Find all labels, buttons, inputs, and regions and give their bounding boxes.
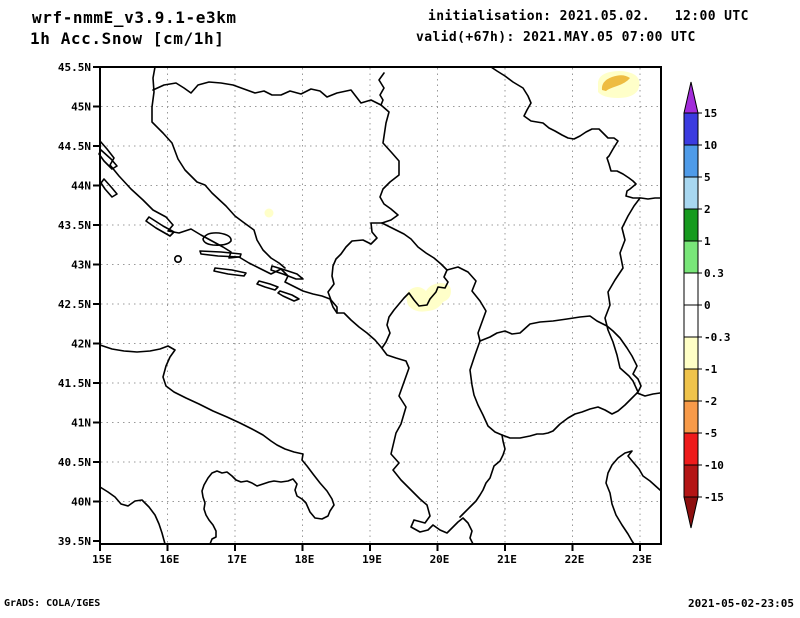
x-tick-label: 20E — [430, 553, 450, 566]
y-tick-label: 41N — [71, 417, 91, 430]
colorbar-label: -5 — [704, 427, 717, 440]
colorbar-label: -1 — [704, 363, 718, 376]
colorbar-segment — [684, 209, 698, 241]
y-tick-label: 44N — [71, 180, 91, 193]
island-path — [99, 150, 117, 169]
colorbar: 15 10 5 2 1 0.3 0 -0.3 -1 -2 -5 -10 -15 — [684, 82, 731, 528]
y-tick-label: 39.5N — [58, 535, 91, 548]
coastlines-and-borders — [99, 67, 660, 544]
grads-plot: wrf-nmmE_v3.9.1-e3km 1h Acc.Snow [cm/1h]… — [0, 0, 800, 618]
y-tick-label: 45N — [71, 101, 91, 114]
italy-tyrrhenian-coast-path — [100, 487, 165, 544]
colorbar-label: -15 — [704, 491, 724, 504]
colorbar-label: 5 — [704, 171, 711, 184]
kosovo-serbia-border-path — [447, 267, 486, 341]
island-path — [200, 251, 241, 257]
y-tick-label: 42N — [71, 338, 91, 351]
x-tick-label: 15E — [92, 553, 112, 566]
x-tick-label: 23E — [632, 553, 652, 566]
y-tick-label: 45.5N — [58, 61, 91, 74]
bosnia-montenegro-border-path — [328, 223, 382, 313]
italy-adriatic-coast-path — [100, 345, 334, 544]
y-tick-label: 40N — [71, 496, 91, 509]
grads-credit-label: GrADS: COLA/IGES — [4, 598, 100, 609]
y-tick-label: 43N — [71, 259, 91, 272]
island-path — [146, 217, 174, 236]
colorbar-arrow-top — [684, 82, 698, 113]
x-tick-label: 21E — [497, 553, 517, 566]
colorbar-label: 2 — [704, 203, 711, 216]
colorbar-label: -10 — [704, 459, 724, 472]
island-path — [278, 291, 299, 301]
map-frame — [100, 67, 661, 544]
colorbar-label: -2 — [704, 395, 717, 408]
island-path — [214, 268, 246, 276]
creation-timestamp-label: 2021-05-02-23:05 — [688, 597, 794, 610]
macedonia-greece-border-path — [502, 393, 637, 438]
colorbar-label: 0 — [704, 299, 711, 312]
colorbar-label: 10 — [704, 139, 717, 152]
y-tick-label: 41.5N — [58, 377, 91, 390]
snow-accumulation-shading — [265, 71, 640, 312]
graticule-gridlines — [101, 68, 660, 543]
x-tick-label: 22E — [565, 553, 585, 566]
croatia-serbia-border-path — [379, 73, 384, 105]
colorbar-segment — [684, 113, 698, 145]
sava-drina-border-path — [153, 82, 399, 223]
bulgaria-greece-border-path — [637, 393, 660, 396]
colorbar-segment — [684, 177, 698, 209]
colorbar-segment — [684, 369, 698, 401]
island-path — [257, 281, 278, 290]
colorbar-label: 1 — [704, 235, 711, 248]
colorbar-label: -0.3 — [704, 331, 731, 344]
greek-coast-peninsula-path — [606, 451, 660, 544]
colorbar-label: 15 — [704, 107, 717, 120]
colorbar-arrow-bottom — [684, 497, 698, 528]
colorbar-segment — [684, 465, 698, 497]
colorbar-segment — [684, 305, 698, 337]
island-path — [175, 256, 181, 262]
x-tick-label: 18E — [295, 553, 315, 566]
y-tick-label: 44.5N — [58, 140, 91, 153]
island-path — [101, 179, 117, 197]
adriatic-coastline-path — [100, 141, 473, 544]
colorbar-segment — [684, 145, 698, 177]
axis-ticks — [93, 67, 640, 551]
albania-greece-border-path — [460, 435, 505, 517]
axis-tick-labels: 45.5N 45N 44.5N 44N 43.5N 43N 42.5N 42N 41.5N 41N… — [58, 61, 652, 566]
y-tick-label: 43.5N — [58, 219, 91, 232]
snow-spot-bosnia — [265, 209, 274, 218]
y-tick-label: 42.5N — [58, 298, 91, 311]
colorbar-segment — [684, 401, 698, 433]
x-tick-label: 16E — [160, 553, 180, 566]
colorbar-segment — [684, 273, 698, 305]
colorbar-label: 0.3 — [704, 267, 724, 280]
colorbar-segment — [684, 241, 698, 273]
y-tick-label: 40.5N — [58, 456, 91, 469]
map-canvas: 45.5N 45N 44.5N 44N 43.5N 43N 42.5N 42N 41.5N 41N… — [0, 0, 800, 618]
colorbar-segment — [684, 433, 698, 465]
croatia-bosnia-west-border-path — [152, 67, 285, 268]
colorbar-segment — [684, 337, 698, 369]
x-tick-label: 19E — [362, 553, 382, 566]
x-tick-label: 17E — [227, 553, 247, 566]
montenegro-serbia-border-path — [382, 223, 447, 270]
albania-macedonia-border-path — [470, 341, 502, 435]
